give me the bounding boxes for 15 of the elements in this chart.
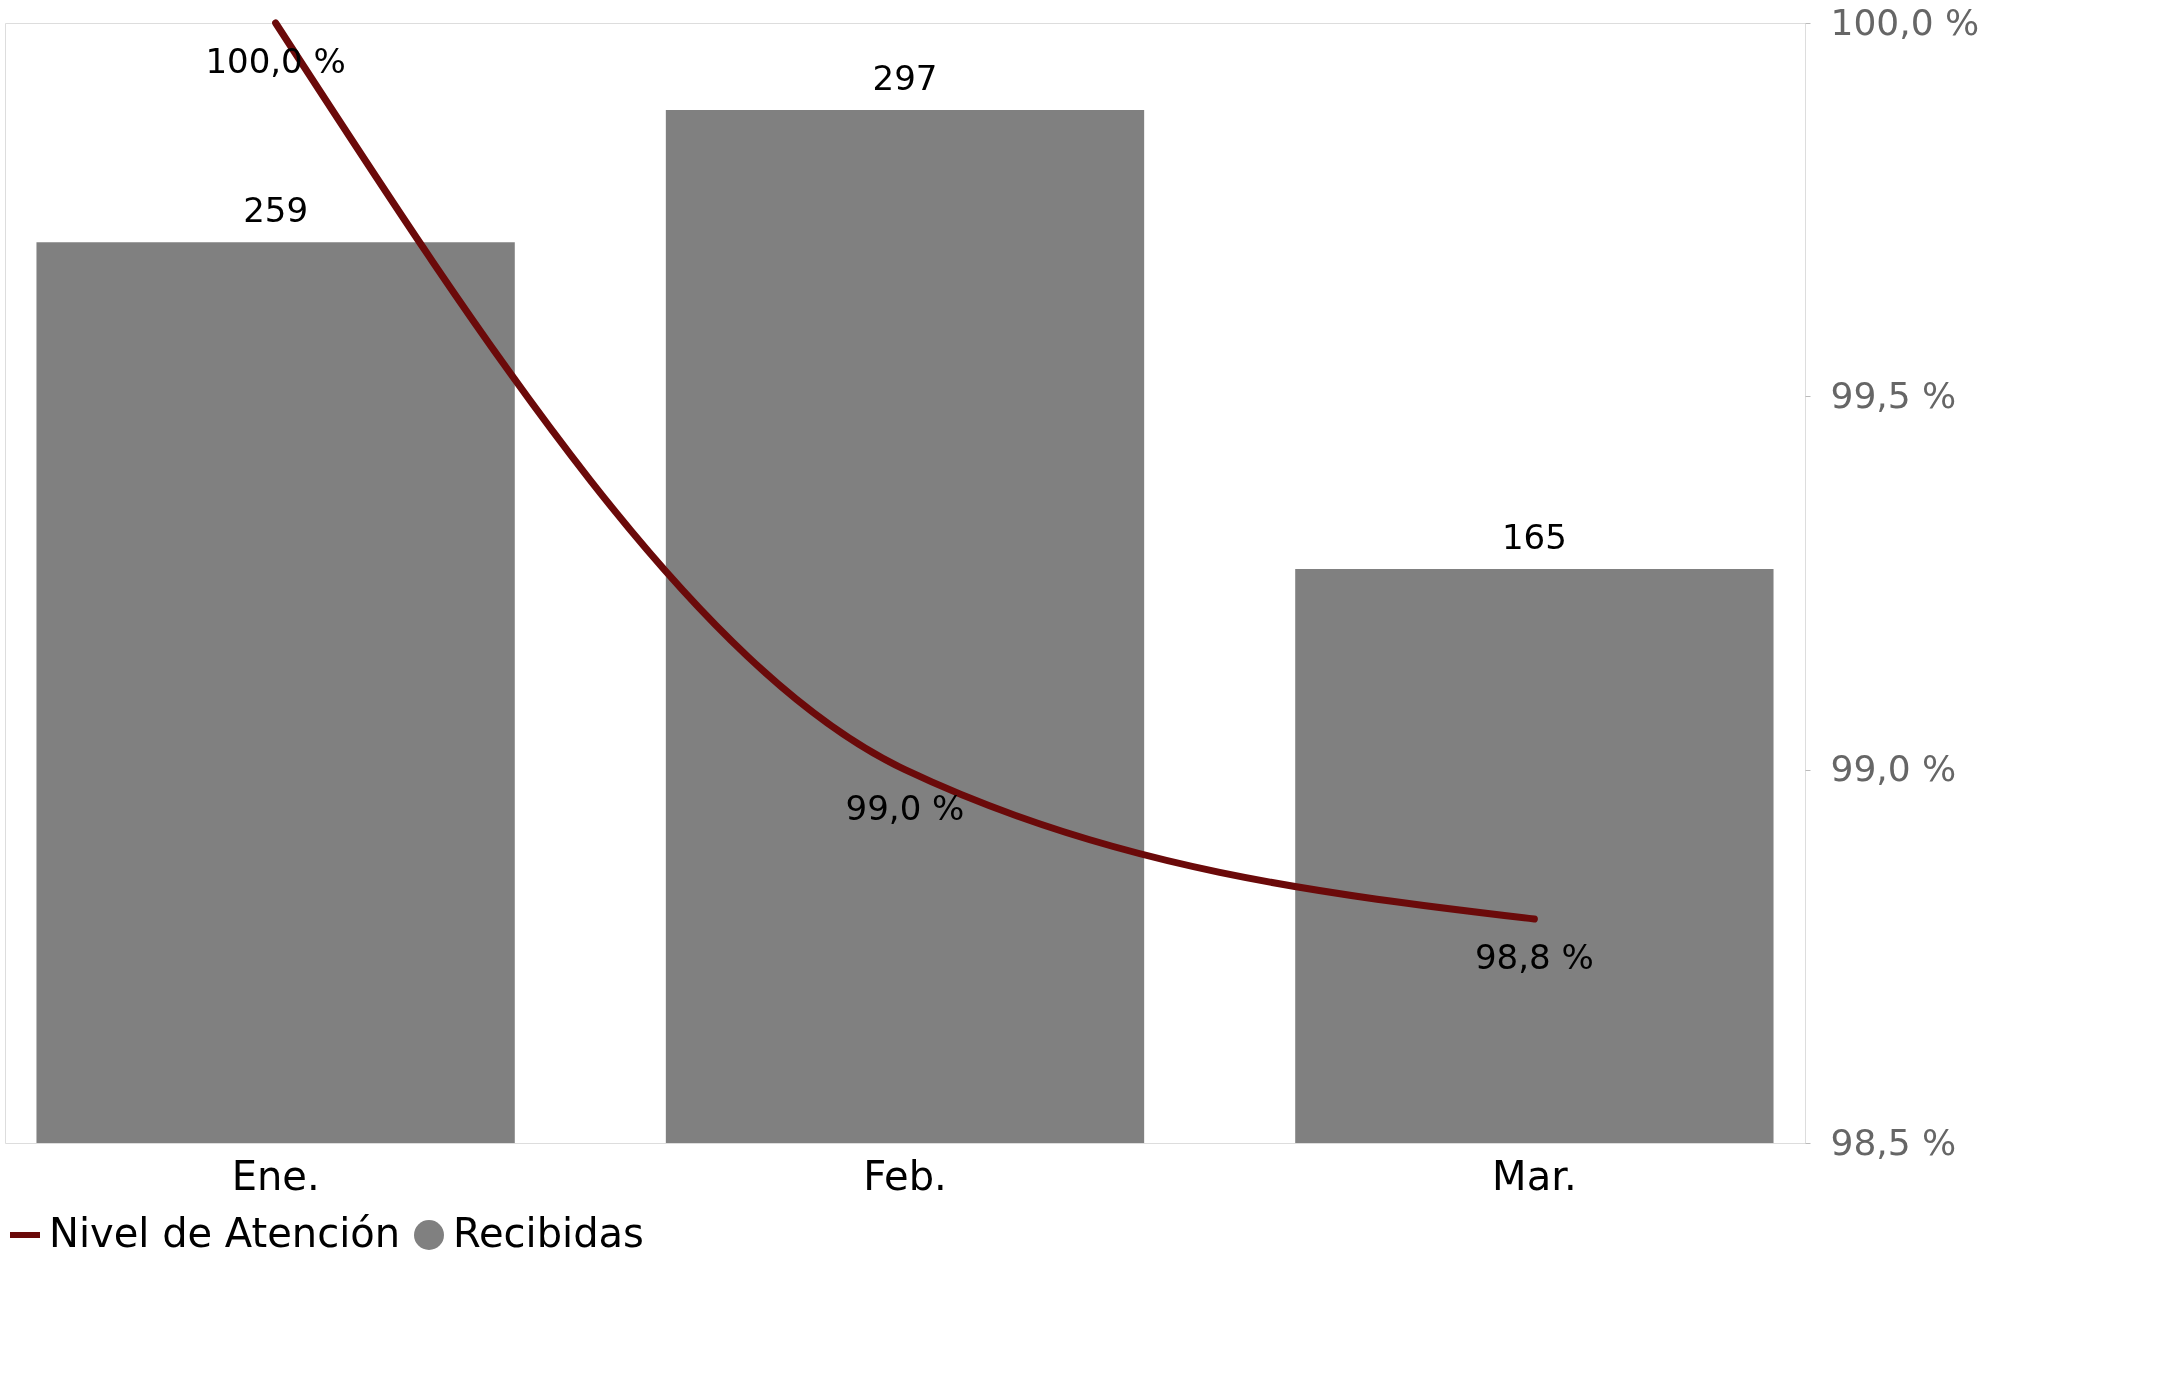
data-label: 165 xyxy=(1501,517,1567,558)
y2-tick-label: 98,5 % xyxy=(1830,1121,1957,1163)
x-tick-label: Mar. xyxy=(1492,1152,1577,1199)
data-label: 99,0 % xyxy=(845,787,965,828)
y2-tick-label: 99,5 % xyxy=(1830,374,1957,416)
legend-label: Nivel de Atención xyxy=(49,1210,401,1256)
x-tick-label: Feb. xyxy=(863,1152,947,1199)
data-label: 259 xyxy=(243,190,309,231)
data-label: 297 xyxy=(872,57,938,98)
legend-label: Recibidas xyxy=(453,1210,644,1256)
y2-tick-label: 99,0 % xyxy=(1830,748,1957,790)
data-label: 98,8 % xyxy=(1474,937,1594,977)
data-label: 100,0 % xyxy=(205,41,346,81)
x-tick-label: Ene. xyxy=(231,1152,320,1199)
y2-tick-label: 100,0 % xyxy=(1830,1,1980,43)
